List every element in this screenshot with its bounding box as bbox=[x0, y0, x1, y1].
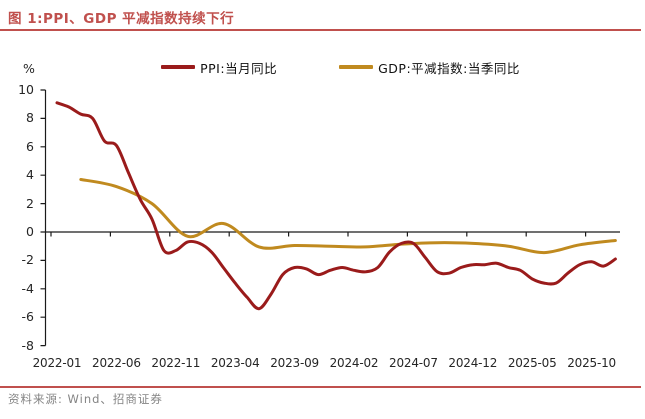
legend-item-gdp-deflator: GDP:平减指数:当季同比 bbox=[339, 58, 520, 77]
figure-title: 图 1:PPI、GDP 平减指数持续下行 bbox=[8, 11, 235, 27]
x-axis-tick-label: 2024-02 bbox=[329, 356, 379, 370]
y-axis-tick-label: -2 bbox=[21, 252, 34, 268]
legend-item-ppi: PPI:当月同比 bbox=[161, 58, 277, 77]
chart-legend: PPI:当月同比 GDP:平减指数:当季同比 bbox=[36, 58, 645, 76]
y-axis-unit-label: % bbox=[23, 61, 35, 76]
x-axis-tick-label: 2022-06 bbox=[92, 356, 141, 370]
footer-rule bbox=[0, 386, 641, 388]
x-axis-tick-label: 2025-05 bbox=[507, 356, 557, 370]
y-axis-tick-label: -6 bbox=[21, 309, 34, 325]
y-axis-tick-label: 4 bbox=[26, 167, 34, 183]
y-axis-tick-label: 2 bbox=[26, 195, 34, 211]
y-axis-tick-label: -8 bbox=[21, 337, 34, 353]
x-axis-tick-label: 2024-07 bbox=[389, 356, 438, 370]
y-axis-tick-label: 8 bbox=[26, 110, 34, 126]
legend-label-ppi: PPI:当月同比 bbox=[200, 60, 278, 76]
series-line-ppi bbox=[55, 101, 617, 311]
chart-axes bbox=[40, 89, 620, 347]
x-axis-tick-label: 2023-09 bbox=[270, 356, 319, 370]
y-axis-tick-label: -4 bbox=[21, 280, 34, 296]
x-axis-tick-label: 2023-04 bbox=[210, 356, 260, 370]
x-axis-tick-label: 2022-01 bbox=[32, 356, 82, 370]
y-axis-tick-label: 10 bbox=[18, 82, 34, 97]
gdp-deflator-line-swatch bbox=[339, 65, 374, 69]
ppi-line-swatch bbox=[161, 65, 196, 69]
y-axis-tick-label: 6 bbox=[26, 138, 34, 154]
legend-label-gdp-deflator: GDP:平减指数:当季同比 bbox=[378, 60, 520, 76]
title-rule bbox=[0, 29, 641, 31]
source-note: 资料来源: Wind、招商证券 bbox=[8, 392, 163, 406]
x-axis-tick-label: 2024-12 bbox=[448, 356, 498, 370]
y-axis-tick-label: 0 bbox=[26, 224, 34, 239]
x-axis-tick-label: 2022-11 bbox=[151, 356, 201, 370]
series-line-gdp-deflator bbox=[79, 178, 617, 255]
x-axis-tick-label: 2025-10 bbox=[567, 356, 616, 370]
